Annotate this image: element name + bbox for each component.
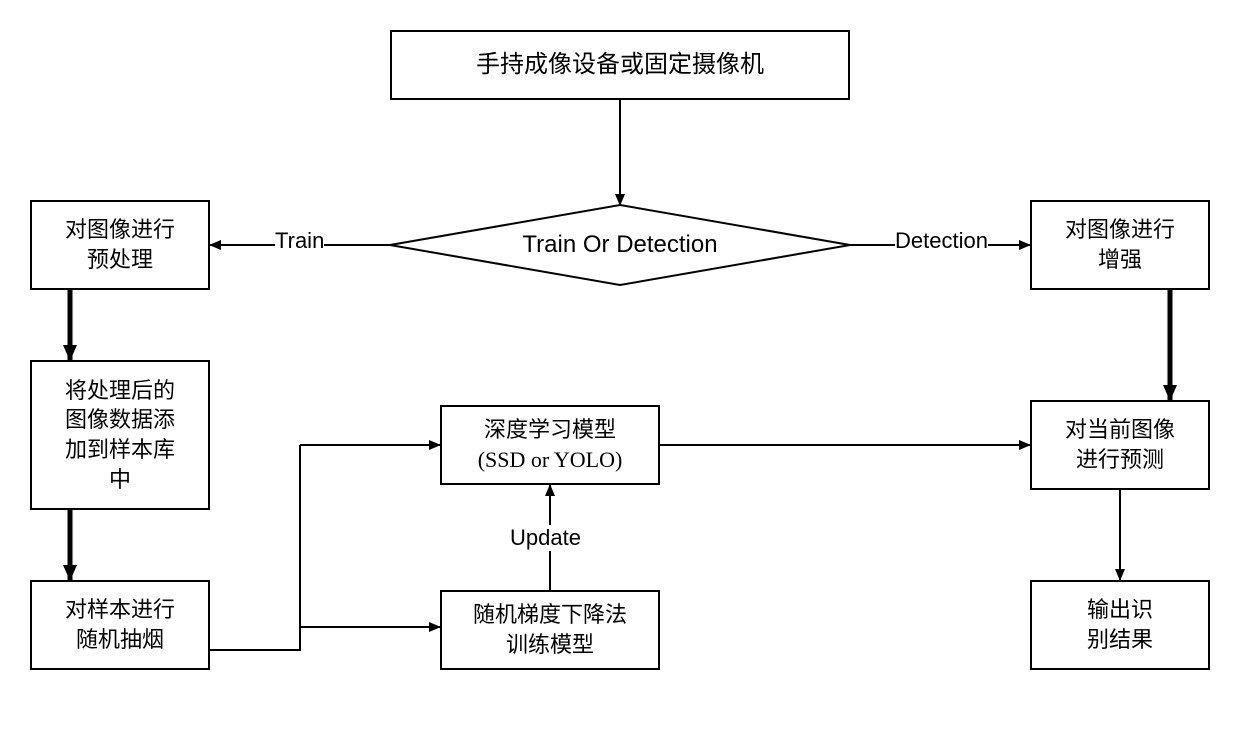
node-sgd-text: 随机梯度下降法 训练模型 <box>473 600 627 659</box>
label-update-text: Update <box>510 525 581 550</box>
edge-sample-junction <box>210 445 300 650</box>
node-model: 深度学习模型 (SSD or YOLO) <box>440 405 660 485</box>
node-predict-text: 对当前图像 进行预测 <box>1065 415 1175 474</box>
node-output-text: 输出识 别结果 <box>1087 595 1153 654</box>
node-decision: Train Or Detection <box>390 205 850 285</box>
node-preproc-text: 对图像进行 预处理 <box>65 215 175 274</box>
node-sample-text: 对样本进行 随机抽烟 <box>65 595 175 654</box>
node-sgd: 随机梯度下降法 训练模型 <box>440 590 660 670</box>
label-detection: Detection <box>895 228 988 254</box>
node-sample: 对样本进行 随机抽烟 <box>30 580 210 670</box>
node-camera: 手持成像设备或固定摄像机 <box>390 30 850 100</box>
label-update: Update <box>510 525 581 551</box>
node-output: 输出识 别结果 <box>1030 580 1210 670</box>
node-addlib: 将处理后的 图像数据添 加到样本库 中 <box>30 360 210 510</box>
node-preproc: 对图像进行 预处理 <box>30 200 210 290</box>
node-decision-text: Train Or Detection <box>522 231 717 259</box>
node-enhance-text: 对图像进行 增强 <box>1065 215 1175 274</box>
node-addlib-text: 将处理后的 图像数据添 加到样本库 中 <box>65 376 175 495</box>
label-train-text: Train <box>275 228 324 253</box>
label-train: Train <box>275 228 324 254</box>
node-model-text: 深度学习模型 (SSD or YOLO) <box>478 415 623 474</box>
node-camera-text: 手持成像设备或固定摄像机 <box>476 49 764 81</box>
node-predict: 对当前图像 进行预测 <box>1030 400 1210 490</box>
node-enhance: 对图像进行 增强 <box>1030 200 1210 290</box>
label-detection-text: Detection <box>895 228 988 253</box>
